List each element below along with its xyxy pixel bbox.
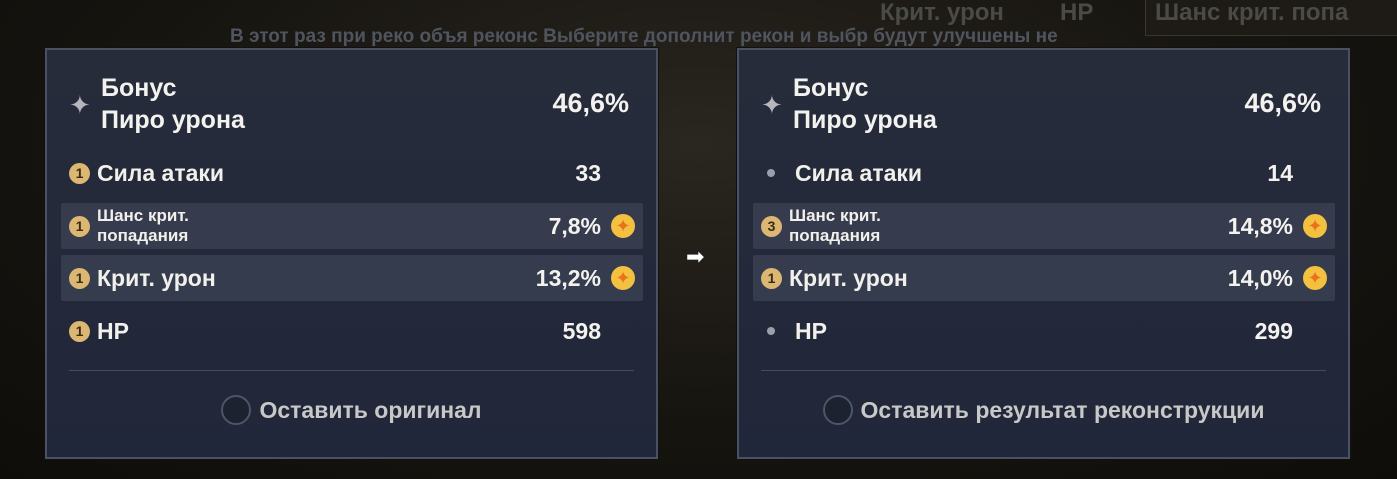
substat-row: 1 Сила атаки 33	[61, 150, 643, 196]
substat-value: 13,2%	[535, 264, 601, 291]
substat-name: HP	[795, 317, 827, 344]
upgrade-star-icon: ✦	[611, 266, 635, 290]
substat-row: 3 Шанс крит. попадания 14,8% ✦	[753, 203, 1335, 249]
keep-result-option[interactable]: Оставить результат реконструкции	[739, 395, 1348, 425]
background-stat-box	[1145, 0, 1397, 36]
substat-value: 14	[1267, 159, 1293, 186]
result-panel[interactable]: ✦ Бонус Пиро урона 46,6% Сила атаки 14 3 Ша…	[737, 48, 1350, 459]
roll-badge-icon: 1	[69, 267, 90, 289]
substat-name: Крит. урон	[97, 264, 216, 291]
upgrade-star-icon: ✦	[1303, 266, 1327, 290]
substat-name: Шанс крит. попадания	[97, 206, 189, 245]
divider	[69, 370, 634, 371]
background-stat-1: Шанс крит. попа	[1155, 0, 1349, 26]
upgrade-star-icon: ✦	[611, 214, 635, 238]
roll-badge-icon: 1	[69, 320, 90, 342]
substat-name: Шанс крит. попадания	[789, 206, 881, 245]
substat-value: 14,8%	[1227, 212, 1293, 239]
main-stat: ✦ Бонус Пиро урона 46,6%	[761, 72, 1321, 142]
substat-row: 1 Крит. урон 14,0% ✦	[753, 255, 1335, 301]
substat-row: Сила атаки 14	[753, 150, 1335, 196]
substat-value: 598	[562, 317, 601, 344]
bullet-icon	[767, 169, 775, 177]
roll-badge-icon: 1	[761, 267, 782, 289]
main-stat-value: 46,6%	[1244, 88, 1321, 118]
substat-row: 1 Шанс крит. попадания 7,8% ✦	[61, 203, 643, 249]
substat-value: 33	[575, 159, 601, 186]
substat-value: 299	[1254, 317, 1293, 344]
sparkle-icon: ✦	[69, 90, 91, 120]
substat-row: 1 Крит. урон 13,2% ✦	[61, 255, 643, 301]
bullet-icon	[767, 327, 775, 335]
roll-badge-icon: 1	[69, 162, 90, 184]
background-stat-3: HP	[1060, 0, 1094, 26]
main-stat-value: 46,6%	[552, 88, 629, 118]
substat-name: Сила атаки	[795, 159, 923, 186]
keep-original-label[interactable]: Оставить оригинал	[259, 396, 482, 423]
substat-row: HP 299	[753, 308, 1335, 354]
arrow-right-icon: ➡	[686, 244, 705, 269]
keep-original-option[interactable]: Оставить оригинал	[47, 395, 656, 425]
substat-name: HP	[97, 317, 129, 344]
roll-badge-icon: 3	[761, 215, 782, 237]
sparkle-icon: ✦	[761, 90, 783, 120]
main-stat-name: Бонус Пиро урона	[793, 74, 937, 134]
substat-name: Крит. урон	[789, 264, 908, 291]
substat-value: 7,8%	[548, 212, 601, 239]
upgrade-star-icon: ✦	[1303, 214, 1327, 238]
background-description: В этот раз при реко объя реконс Выберите…	[230, 26, 1058, 47]
substat-value: 14,0%	[1227, 264, 1293, 291]
substat-row: 1 HP 598	[61, 308, 643, 354]
divider	[761, 370, 1326, 371]
substat-name: Сила атаки	[97, 159, 225, 186]
radio-button[interactable]	[822, 395, 853, 425]
radio-button[interactable]	[221, 395, 252, 425]
roll-badge-icon: 1	[69, 215, 90, 237]
background-stat-2: Крит. урон	[880, 0, 1004, 26]
main-stat: ✦ Бонус Пиро урона 46,6%	[69, 72, 629, 142]
main-stat-name: Бонус Пиро урона	[101, 74, 245, 134]
keep-result-label[interactable]: Оставить результат реконструкции	[860, 396, 1265, 423]
